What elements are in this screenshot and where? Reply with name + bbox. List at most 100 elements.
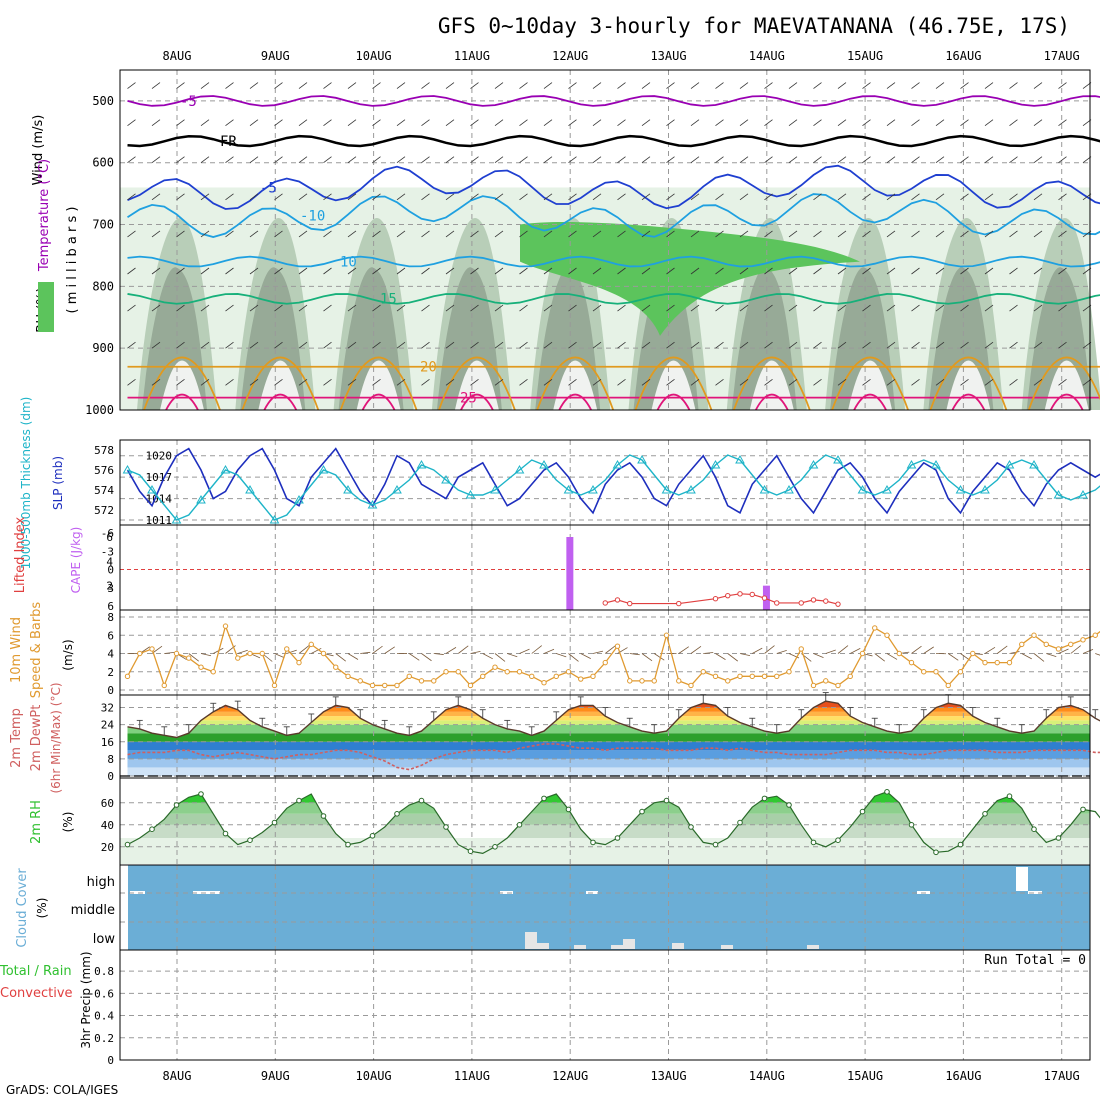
wind-speed-marker [418, 678, 425, 684]
wind10m-barb [1021, 653, 1032, 660]
wind-barb [1009, 193, 1018, 201]
wind-barb [690, 267, 700, 275]
wind-barb [543, 193, 553, 201]
thickness-marker [465, 489, 476, 499]
wind-barb [813, 378, 822, 386]
wind-barb [176, 304, 185, 312]
wind-barb [764, 82, 773, 89]
rh2m-marker [614, 835, 621, 841]
wind-speed-marker [492, 664, 498, 670]
ylabel-millibars: ( m i l l i b a r s ) [65, 207, 80, 314]
wind10m-barb [409, 653, 420, 661]
wind-barb [347, 156, 357, 164]
wind-barb [1009, 341, 1018, 349]
wind-speed-marker [945, 682, 951, 689]
wind-speed-marker [884, 632, 890, 638]
thickness-marker [490, 484, 500, 494]
wind-barb [151, 156, 161, 164]
wind-speed-marker [749, 673, 755, 680]
temp-contour [127, 193, 1100, 238]
day-label-top: 17AUG [1044, 49, 1080, 63]
thickness-tick: 574 [94, 484, 114, 497]
wind-barb [837, 119, 847, 126]
wind-barb [176, 230, 185, 238]
ylabel-2m-rh: 2m RH [29, 800, 44, 844]
temp25-arc [1049, 393, 1084, 411]
cloud-gap-low [672, 943, 684, 949]
wind-barb [200, 230, 210, 238]
wind-speed-marker [700, 669, 706, 675]
wind10m-barb [605, 645, 616, 654]
wind-barb [225, 193, 234, 201]
wind-barb [347, 193, 357, 201]
precip-label-convective: Convective [0, 986, 73, 1001]
thickness-marker [784, 484, 794, 494]
wind-speed-marker [933, 669, 939, 675]
rh2m-band [127, 813, 1090, 825]
wind-barb [862, 193, 871, 201]
wind-barb [421, 82, 430, 89]
day-label-bottom: 16AUG [945, 1069, 981, 1083]
rh2m-tick: 60 [101, 797, 114, 810]
wind-barb [764, 378, 773, 386]
wind10m-barb [727, 653, 738, 662]
thickness-marker [318, 464, 329, 474]
wind-speed-marker [222, 623, 229, 629]
wind-barb [862, 378, 871, 386]
rh2m-marker [737, 819, 743, 826]
temp20-arc [929, 356, 1008, 411]
wind-barb [519, 304, 528, 312]
temp-band [127, 701, 1090, 708]
wind-barb [666, 82, 675, 89]
wind10m-barb [543, 648, 555, 654]
wind-barb [1058, 341, 1067, 349]
wind-barb [396, 304, 406, 312]
wind10m-barb [703, 652, 714, 654]
wind10m-barb [200, 653, 212, 657]
wind10m-barb [923, 646, 934, 654]
wind-speed-marker [761, 673, 768, 680]
wind-speed-marker [357, 678, 363, 684]
ylabel-2m-dewpt: 2m DewPt [29, 705, 44, 772]
wind-barb [1033, 378, 1043, 386]
wind-speed-marker [271, 682, 278, 689]
temp-tick: 8 [107, 753, 114, 766]
wind-speed-marker [921, 669, 927, 675]
wind-barb [421, 378, 430, 386]
wind-barb [445, 230, 455, 238]
day-label-bottom: 13AUG [650, 1069, 686, 1083]
rh2m-marker [467, 848, 474, 855]
wind-barb [617, 119, 626, 126]
wind-barb [494, 304, 504, 312]
temp-contour-label: -5 [180, 94, 197, 110]
wind-speed-marker [1031, 632, 1037, 638]
wind-tick: 8 [107, 611, 114, 624]
wind-barb [372, 82, 381, 89]
wind-barb [225, 82, 234, 89]
rh2m-marker [786, 802, 792, 808]
day-label-bottom: 15AUG [847, 1069, 883, 1083]
li-marker [810, 597, 817, 603]
rh2m-marker [198, 791, 204, 797]
wind10m-barb [984, 646, 996, 654]
wind10m-barb [1033, 653, 1045, 662]
wind-barb [445, 378, 455, 386]
day-label-bottom: 10AUG [356, 1069, 392, 1083]
cloud-gap-low [537, 943, 549, 949]
wind-barb [298, 267, 308, 275]
wind-barb [788, 304, 798, 312]
wind-barb [788, 341, 798, 349]
wind-barb [323, 82, 332, 89]
wind-barb [1058, 304, 1067, 312]
wind-speed-marker [235, 655, 241, 661]
wind-speed-marker [406, 673, 412, 680]
wind-barb [470, 341, 479, 349]
precip-label-total: Total / Rain [0, 964, 72, 979]
wind-barb [298, 378, 308, 386]
wind10m-barb [237, 649, 248, 654]
wind-barb [347, 341, 357, 349]
wind-barb [935, 82, 945, 89]
wind-speed-marker [173, 650, 180, 657]
wind-barb [715, 156, 724, 164]
li-marker [737, 591, 743, 597]
